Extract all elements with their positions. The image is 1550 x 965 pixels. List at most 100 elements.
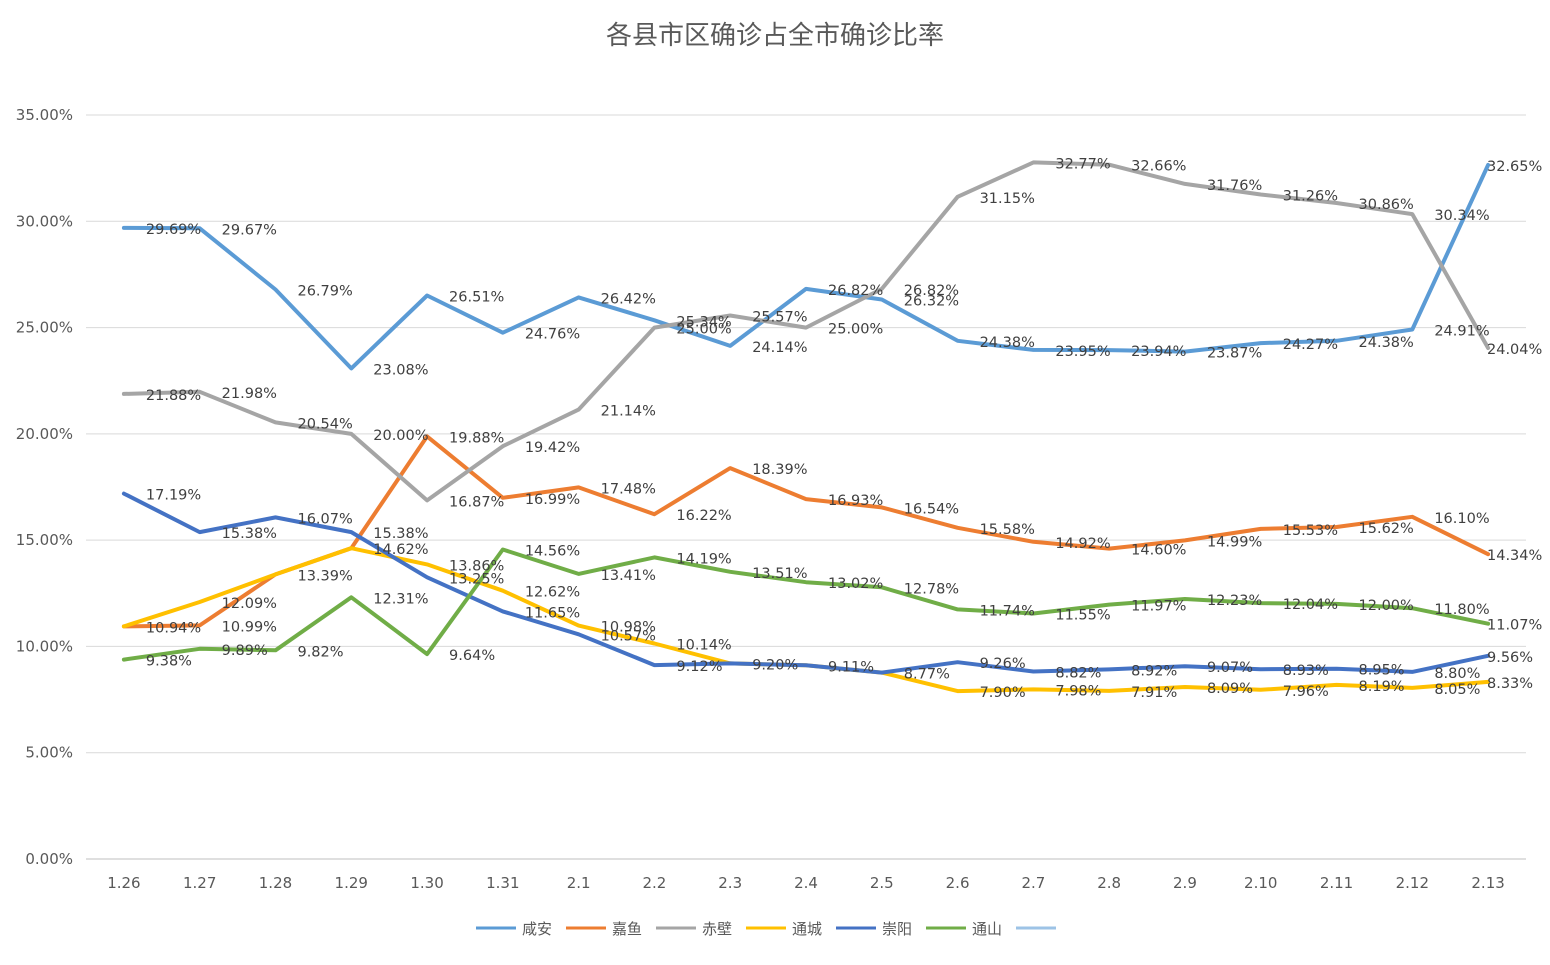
data-label: 14.34% — [1487, 548, 1542, 564]
data-label: 18.39% — [752, 462, 807, 478]
data-label: 13.41% — [601, 568, 656, 584]
data-label: 10.98% — [601, 620, 656, 636]
data-label: 16.22% — [676, 508, 731, 524]
data-label: 31.26% — [1283, 189, 1338, 205]
data-label: 26.32% — [904, 294, 959, 310]
data-label: 19.42% — [525, 440, 580, 456]
data-label: 15.58% — [980, 522, 1035, 538]
data-label: 15.38% — [373, 526, 428, 542]
data-label: 16.87% — [449, 494, 504, 510]
data-label: 9.26% — [980, 656, 1026, 672]
data-label: 14.92% — [1055, 536, 1110, 552]
data-label: 11.74% — [980, 603, 1035, 619]
data-label: 15.53% — [1283, 523, 1338, 539]
data-label: 26.82% — [828, 283, 883, 299]
data-label: 15.38% — [222, 526, 277, 542]
data-label: 14.19% — [676, 551, 731, 567]
y-axis: 0.00% 5.00% 10.00% 15.00% 20.00% 25.00% 30.00%… — [16, 106, 73, 868]
data-label: 11.97% — [1131, 599, 1186, 615]
data-label: 9.20% — [752, 657, 798, 673]
data-label: 31.15% — [980, 191, 1035, 207]
data-label: 10.57% — [601, 628, 656, 644]
data-label: 13.02% — [828, 576, 883, 592]
data-label: 32.66% — [1131, 159, 1186, 175]
series-line — [121, 163, 1491, 371]
y-tick-label: 25.00% — [16, 319, 73, 337]
data-label: 23.95% — [1055, 344, 1110, 360]
data-label: 9.64% — [449, 648, 495, 664]
data-label: 13.86% — [449, 558, 504, 574]
data-label: 32.77% — [1055, 156, 1110, 172]
data-label: 7.90% — [980, 685, 1026, 701]
data-label: 12.00% — [1359, 598, 1414, 614]
data-label: 8.77% — [904, 667, 950, 683]
data-label: 11.80% — [1434, 602, 1489, 618]
data-label: 25.00% — [676, 322, 731, 338]
data-label: 8.05% — [1434, 682, 1480, 698]
x-tick-label: 2.2 — [642, 874, 666, 892]
data-label: 26.42% — [601, 291, 656, 307]
data-label: 20.00% — [373, 428, 428, 444]
x-tick-label: 2.9 — [1173, 874, 1197, 892]
x-tick-label: 1.29 — [335, 874, 368, 892]
data-label: 24.38% — [1359, 335, 1414, 351]
data-label: 29.69% — [146, 222, 201, 238]
data-label: 10.14% — [676, 637, 731, 653]
data-label: 30.34% — [1434, 208, 1489, 224]
y-tick-label: 5.00% — [25, 744, 73, 762]
data-label: 16.93% — [828, 493, 883, 509]
y-tick-label: 15.00% — [16, 531, 73, 549]
chart-title: 各县市区确诊占全市确诊比率 — [606, 21, 944, 51]
data-label: 12.23% — [1207, 593, 1262, 609]
data-label: 9.11% — [828, 659, 874, 675]
x-tick-label: 2.10 — [1244, 874, 1277, 892]
y-tick-label: 0.00% — [25, 850, 73, 868]
series-lines — [121, 160, 1491, 694]
data-label: 12.78% — [904, 581, 959, 597]
data-label: 14.60% — [1131, 543, 1186, 559]
data-label: 13.39% — [297, 568, 352, 584]
gridlines — [86, 114, 1526, 860]
x-tick-label: 2.13 — [1471, 874, 1504, 892]
series-line — [121, 160, 1491, 503]
data-label: 8.92% — [1131, 663, 1177, 679]
data-label: 8.93% — [1283, 663, 1329, 679]
data-label: 24.04% — [1487, 342, 1542, 358]
data-label: 15.62% — [1359, 521, 1414, 537]
data-label: 32.65% — [1487, 159, 1542, 175]
legend-label: 嘉鱼 — [612, 920, 642, 938]
data-label: 8.33% — [1487, 676, 1533, 692]
data-label: 14.62% — [373, 542, 428, 558]
data-label: 14.56% — [525, 543, 580, 559]
y-tick-label: 20.00% — [16, 425, 73, 443]
data-label: 19.88% — [449, 430, 504, 446]
data-label: 9.56% — [1487, 650, 1533, 666]
x-tick-label: 1.28 — [259, 874, 292, 892]
data-label: 11.55% — [1055, 607, 1110, 623]
data-label: 16.07% — [297, 511, 352, 527]
x-tick-label: 2.11 — [1320, 874, 1353, 892]
data-label: 16.99% — [525, 492, 580, 508]
x-tick-label: 2.12 — [1396, 874, 1429, 892]
y-tick-label: 10.00% — [16, 637, 73, 655]
data-label: 12.62% — [525, 585, 580, 601]
x-tick-label: 2.3 — [718, 874, 742, 892]
x-tick-label: 1.30 — [410, 874, 443, 892]
series-line — [121, 491, 1491, 675]
data-label: 12.09% — [222, 596, 277, 612]
data-label: 8.95% — [1359, 663, 1405, 679]
x-tick-label: 2.6 — [946, 874, 970, 892]
data-label: 8.82% — [1055, 666, 1101, 682]
y-tick-label: 35.00% — [16, 106, 73, 124]
data-label: 10.99% — [222, 619, 277, 635]
data-label: 25.34% — [676, 314, 731, 330]
data-label: 11.07% — [1487, 618, 1542, 634]
data-label: 25.57% — [752, 309, 807, 325]
data-labels: 29.69% 29.67% 26.79% 23.08% 26.51% 24.76% 26.4… — [146, 156, 1542, 701]
data-label: 26.82% — [904, 283, 959, 299]
data-label: 13.51% — [752, 566, 807, 582]
data-label: 9.89% — [222, 643, 268, 659]
data-label: 26.51% — [449, 289, 504, 305]
